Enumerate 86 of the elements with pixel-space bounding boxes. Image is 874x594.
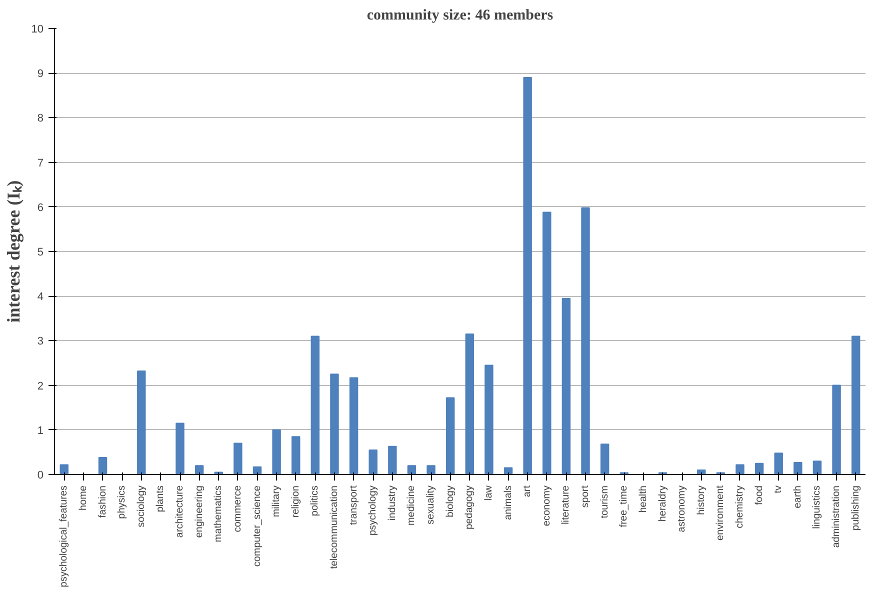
bar [310,336,320,474]
x-tick-label: fashion [97,485,108,518]
bar [542,212,552,474]
bar [176,422,184,474]
bar [426,465,436,474]
bar [523,77,532,474]
bar [581,207,590,474]
x-tick-label: linguistics [812,485,823,529]
x-tick-label: history [696,486,707,515]
x-tick-label: animals [502,485,514,520]
x-tick-label: computer_science [252,485,263,567]
bar [754,462,764,474]
y-tick-label: 4 [37,291,44,304]
bar [851,336,860,474]
y-tick-label: 10 [31,24,44,36]
x-tick-label: administration [831,485,842,548]
x-tick-label: earth [792,485,804,508]
x-tick-label: telecommunication [328,486,340,569]
bar [272,429,281,474]
x-tick-label: industry [386,486,398,521]
y-tick-label: 3 [37,336,44,348]
bar [368,449,378,474]
bar [407,465,416,474]
x-tick-label: publishing [850,485,862,531]
x-tick-label: architecture [174,485,186,538]
y-tick-label: 1 [37,424,44,437]
bar [832,384,841,474]
x-tick-label: pedagogy [464,485,476,530]
bar [774,452,783,474]
x-tick-label: astronomy [676,485,688,532]
bar [465,334,474,474]
x-tick-label: law [483,484,494,501]
y-axis-title: interest degree (Iₖ) [3,180,24,323]
x-tick-label: physics [116,485,128,519]
x-tick-label: tourism [599,485,610,518]
x-tick-label: mathematics [213,485,224,542]
y-tick-label: 5 [37,246,44,258]
x-tick-label: sexuality [426,486,437,524]
bar [600,444,610,474]
bar [194,465,204,474]
bar [562,298,571,474]
bar [234,442,242,474]
x-tick-label: religion [290,485,302,518]
x-tick-label: health [638,485,649,513]
bar [330,374,339,474]
bar [446,397,455,474]
x-tick-label: chemistry [734,485,746,528]
y-tick-label: 9 [37,68,44,80]
bar [484,364,494,474]
x-tick-label: politics [310,485,321,516]
bar [137,370,146,474]
x-tick-label: environment [715,485,726,541]
bar [736,464,744,474]
x-tick-label: literature [560,485,572,524]
bar [794,462,802,474]
x-tick-label: psychological_features [58,485,70,588]
bar [60,464,69,474]
bar [252,466,262,474]
x-tick-label: commerce [232,485,244,532]
x-tick-label: economy [541,486,552,526]
y-tick-label: 0 [37,470,44,482]
y-tick-label: 8 [37,112,44,125]
x-tick-label: home [78,485,89,511]
x-tick-label: transport [348,485,360,525]
x-tick-label: tv [773,485,784,494]
x-tick-label: medicine [406,485,418,526]
x-tick-label: heraldry [657,485,668,522]
bar [349,377,358,474]
x-tick-label: psychology [368,486,379,536]
bar [98,457,108,474]
x-tick-label: plants [155,485,166,512]
x-tick-label: free_time [618,485,630,528]
x-tick-label: sociology [136,485,147,528]
x-tick-label: food [754,485,765,505]
bar [388,446,397,474]
x-tick-label: military [271,485,282,518]
x-tick-label: sport [580,485,592,508]
bar [812,460,822,474]
y-tick-label: 7 [37,157,44,170]
y-tick-label: 6 [37,202,44,214]
x-tick-label: art [522,485,534,498]
x-tick-label: biology [444,485,456,518]
y-tick-label: 2 [37,380,44,392]
x-tick-label: engineering [194,486,205,538]
chart-title: community size: 46 members [366,8,554,24]
bar [292,436,300,474]
